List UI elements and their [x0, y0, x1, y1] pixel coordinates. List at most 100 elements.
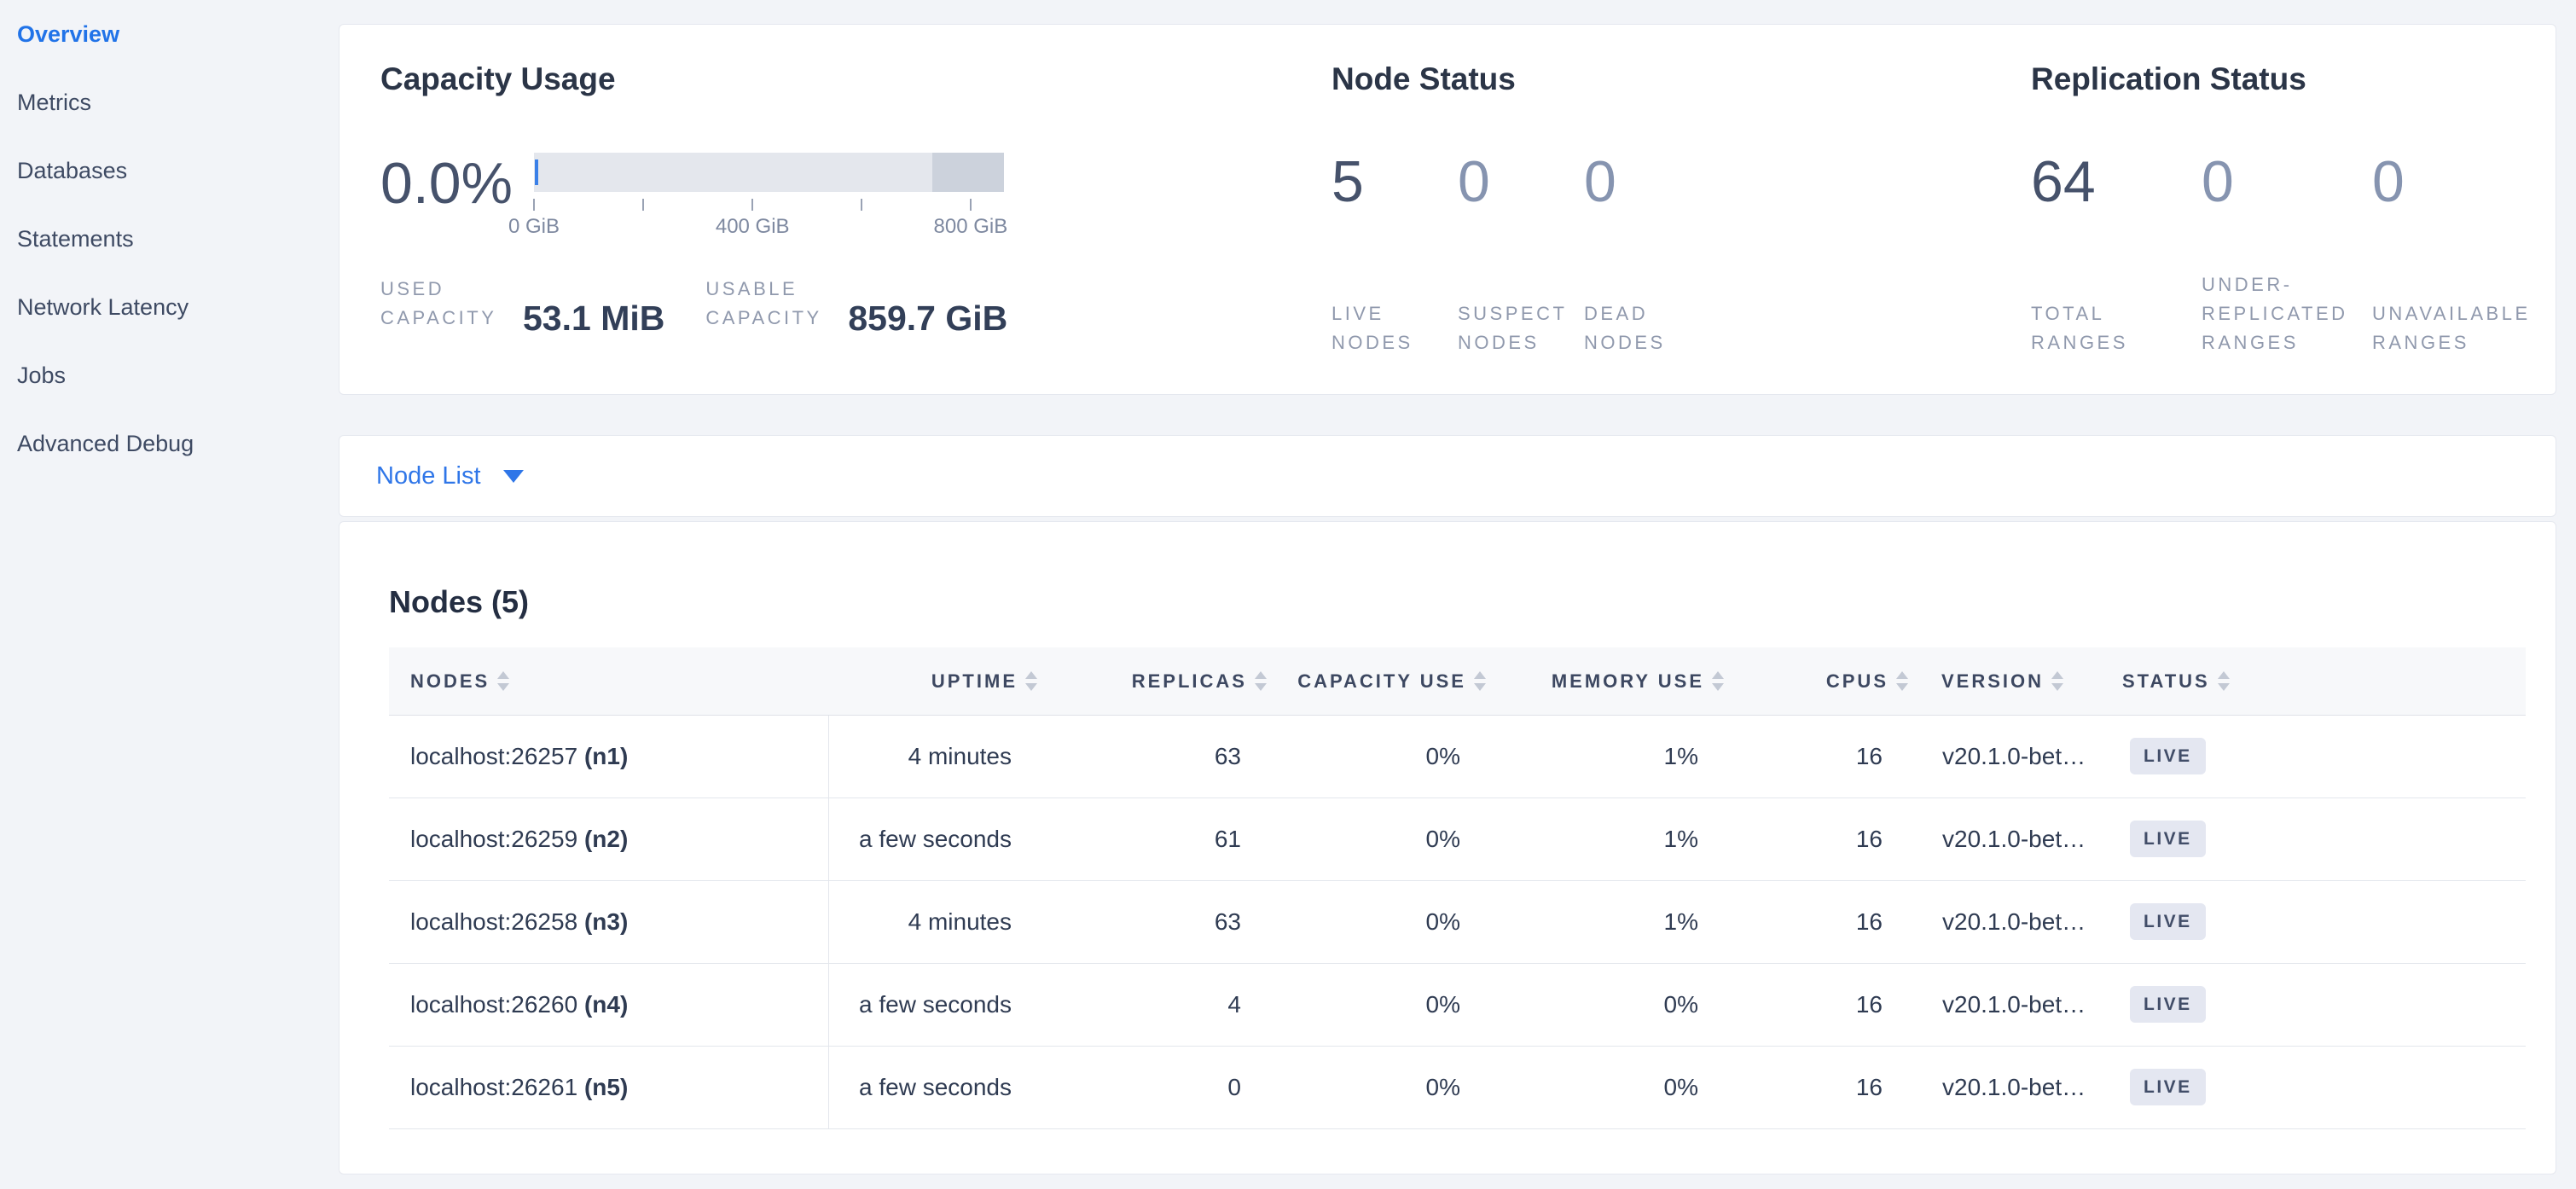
used-capacity-value: 53.1 MiB	[523, 298, 665, 338]
sort-icon	[2217, 670, 2230, 691]
capacity-gauge: 0 GiB 400 GiB 800 GiB	[508, 153, 1007, 241]
unavailable-ranges-stat: 0 UNAVAILABLE RANGES	[2372, 153, 2543, 357]
status-badge: LIVE	[2130, 1069, 2206, 1106]
col-header-cpus[interactable]: CPUS	[1736, 647, 1920, 716]
table-row: localhost:26260 (n4) a few seconds 4 0% …	[389, 963, 2526, 1047]
col-header-uptime[interactable]: UPTIME	[828, 647, 1049, 716]
table-row: localhost:26259 (n2) a few seconds 61 0%…	[389, 798, 2526, 881]
memory-use-cell: 1%	[1498, 798, 1736, 881]
node-list-dropdown[interactable]: Node List	[376, 462, 524, 490]
suspect-nodes-label: SUSPECT NODES	[1458, 303, 1568, 354]
sort-icon	[1474, 670, 1486, 691]
uptime-cell: 4 minutes	[828, 880, 1049, 964]
live-nodes-stat: 5 LIVE NODES	[1332, 153, 1458, 357]
col-header-nodes[interactable]: NODES	[389, 647, 828, 716]
main-content: Capacity Usage 0.0%	[339, 0, 2556, 1174]
status-cell: LIVE	[2101, 1046, 2526, 1129]
col-header-version[interactable]: VERSION	[1920, 647, 2101, 716]
uptime-cell: a few seconds	[828, 798, 1049, 881]
capacity-bar-used-marker	[535, 160, 538, 186]
under-replicated-ranges-value: 0	[2202, 149, 2234, 215]
status-badge: LIVE	[2130, 903, 2206, 941]
sidebar-item-jobs[interactable]: Jobs	[17, 362, 67, 388]
axis-tick	[751, 199, 754, 212]
node-address-cell: localhost:26259 (n2)	[389, 798, 829, 881]
sort-icon	[497, 670, 510, 691]
col-header-status[interactable]: STATUS	[2101, 647, 2526, 716]
status-cell: LIVE	[2101, 715, 2526, 798]
node-address-cell: localhost:26258 (n3)	[389, 880, 829, 964]
node-status-title: Node Status	[1332, 61, 1516, 96]
capacity-bar-dark-segment	[931, 153, 1004, 193]
axis-tick	[969, 199, 972, 212]
table-header-row: NODES UPTIME REPLICAS CAPACITY USE MEMOR…	[389, 647, 2526, 716]
replicas-cell: 63	[1049, 880, 1279, 964]
capacity-use-cell: 0%	[1279, 1046, 1498, 1129]
status-badge: LIVE	[2130, 821, 2206, 858]
suspect-nodes-stat: 0 SUSPECT NODES	[1458, 153, 1584, 357]
usable-capacity-label: USABLE CAPACITY	[705, 278, 822, 329]
cluster-summary-card: Capacity Usage 0.0%	[339, 24, 2556, 395]
axis-tick	[641, 199, 644, 212]
uptime-cell: a few seconds	[828, 1046, 1049, 1129]
node-list-label: Node List	[376, 461, 481, 490]
replicas-cell: 4	[1049, 963, 1279, 1047]
capacity-axis-ticks	[533, 199, 1004, 212]
memory-use-cell: 0%	[1498, 963, 1736, 1047]
replicas-cell: 0	[1049, 1046, 1279, 1129]
nodes-table-card: Nodes (5) NODES UPTIME REPLICAS CAPACITY…	[339, 521, 2556, 1174]
nodes-table: NODES UPTIME REPLICAS CAPACITY USE MEMOR…	[389, 647, 2526, 1129]
col-header-replicas[interactable]: REPLICAS	[1049, 647, 1279, 716]
status-cell: LIVE	[2101, 880, 2526, 964]
node-address-cell: localhost:26260 (n4)	[389, 963, 829, 1047]
capacity-bar-track	[534, 153, 1004, 193]
chevron-down-icon	[502, 469, 524, 483]
status-badge: LIVE	[2130, 986, 2206, 1024]
cpus-cell: 16	[1736, 798, 1920, 881]
live-nodes-label: LIVE NODES	[1332, 303, 1413, 354]
cpus-cell: 16	[1736, 1046, 1920, 1129]
axis-tick	[861, 199, 863, 212]
sort-icon	[1025, 670, 1037, 691]
node-list-bar: Node List	[339, 435, 2556, 517]
sidebar-item-metrics[interactable]: Metrics	[17, 89, 91, 115]
version-cell: v20.1.0-bet…	[1920, 880, 2101, 964]
memory-use-cell: 1%	[1498, 715, 1736, 798]
unavailable-ranges-value: 0	[2372, 149, 2405, 215]
status-cell: LIVE	[2101, 798, 2526, 881]
col-header-capacity-use[interactable]: CAPACITY USE	[1279, 647, 1498, 716]
replicas-cell: 61	[1049, 798, 1279, 881]
memory-use-cell: 1%	[1498, 880, 1736, 964]
capacity-percent: 0.0%	[380, 151, 513, 217]
sidebar-item-network-latency[interactable]: Network Latency	[17, 293, 189, 320]
capacity-use-cell: 0%	[1279, 715, 1498, 798]
sidebar-item-advanced-debug[interactable]: Advanced Debug	[17, 430, 194, 456]
version-cell: v20.1.0-bet…	[1920, 715, 2101, 798]
suspect-nodes-value: 0	[1458, 149, 1490, 215]
usable-capacity-value: 859.7 GiB	[848, 298, 1008, 338]
sidebar-item-statements[interactable]: Statements	[17, 225, 134, 252]
dead-nodes-stat: 0 DEAD NODES	[1584, 153, 1710, 357]
cpus-cell: 16	[1736, 963, 1920, 1047]
sidebar-item-overview[interactable]: Overview	[17, 20, 120, 47]
version-cell: v20.1.0-bet…	[1920, 1046, 2101, 1129]
replication-status-title: Replication Status	[2031, 61, 2306, 96]
axis-tick	[533, 199, 535, 212]
axis-label-800gib: 800 GiB	[933, 215, 1008, 239]
node-address-cell: localhost:26261 (n5)	[389, 1046, 829, 1129]
nodes-table-title: Nodes (5)	[389, 584, 530, 619]
capacity-use-cell: 0%	[1279, 880, 1498, 964]
replication-status-section: Replication Status 64 TOTAL RANGES 0 UND…	[2031, 25, 2543, 394]
live-nodes-value: 5	[1332, 149, 1364, 215]
node-address-cell: localhost:26257 (n1)	[389, 715, 829, 798]
total-ranges-label: TOTAL RANGES	[2031, 303, 2128, 354]
capacity-axis-labels: 0 GiB 400 GiB 800 GiB	[508, 215, 1007, 241]
unavailable-ranges-label: UNAVAILABLE RANGES	[2372, 303, 2531, 354]
col-header-memory-use[interactable]: MEMORY USE	[1498, 647, 1736, 716]
sidebar-item-databases[interactable]: Databases	[17, 157, 128, 183]
dead-nodes-value: 0	[1584, 149, 1616, 215]
under-replicated-ranges-label: UNDER-REPLICATED RANGES	[2202, 274, 2348, 354]
used-capacity-label: USED CAPACITY	[380, 278, 497, 329]
cpus-cell: 16	[1736, 715, 1920, 798]
